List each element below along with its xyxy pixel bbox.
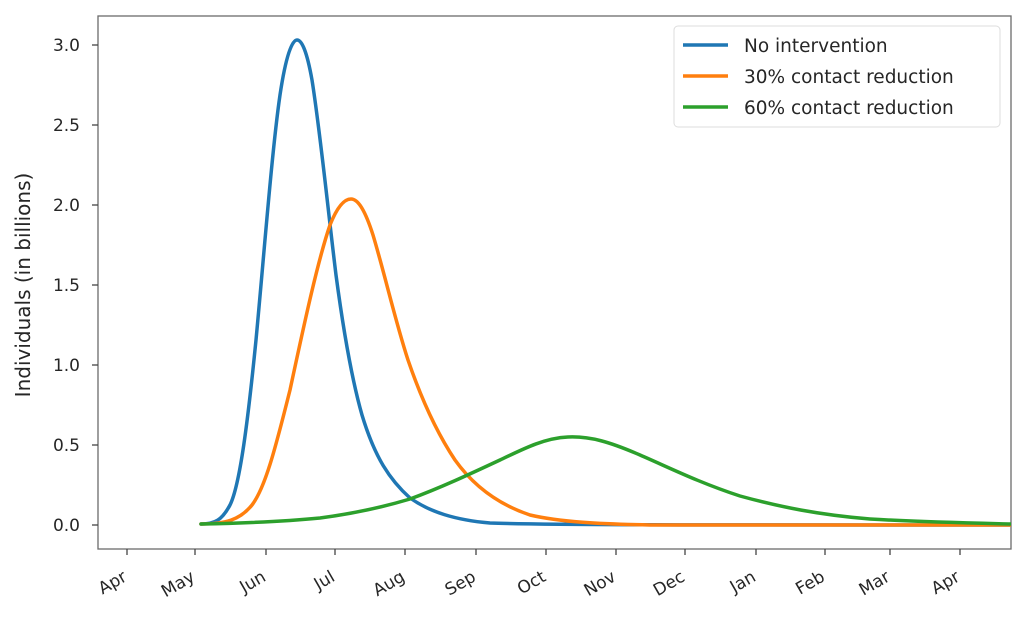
legend-item-30pct: 30% contact reduction bbox=[683, 67, 954, 88]
series-line-no-intervention bbox=[199, 38, 1011, 527]
series-line-30pct bbox=[199, 197, 1011, 527]
y-tick-label: 2.5 bbox=[53, 116, 80, 136]
y-tick-label: 3.0 bbox=[53, 36, 80, 56]
legend-item-no-intervention: No intervention bbox=[683, 36, 888, 57]
y-tick-label: 1.0 bbox=[53, 356, 80, 376]
x-tick-label: May bbox=[158, 567, 198, 602]
x-axis bbox=[126, 549, 961, 555]
x-tick-label: Dec bbox=[650, 567, 688, 601]
legend-label: No intervention bbox=[744, 36, 888, 57]
x-tick-label: Aug bbox=[370, 567, 409, 601]
x-tick-label: Nov bbox=[581, 567, 620, 601]
x-tick-label: Jun bbox=[236, 567, 270, 598]
legend-label: 30% contact reduction bbox=[744, 67, 954, 88]
y-tick-label: 0.0 bbox=[53, 516, 80, 536]
x-tick-label: Apr bbox=[928, 567, 963, 599]
y-tick-labels: 0.0 0.5 1.0 1.5 2.0 2.5 3.0 bbox=[53, 36, 80, 536]
x-tick-label: Sep bbox=[442, 567, 480, 600]
legend: No intervention 30% contact reduction 60… bbox=[673, 25, 1001, 128]
x-tick-label: Mar bbox=[856, 567, 894, 600]
x-tick-label: Jan bbox=[726, 567, 760, 598]
x-tick-label: Jul bbox=[310, 567, 339, 595]
y-tick-label: 2.0 bbox=[53, 196, 80, 216]
x-tick-labels: Apr May Jun Jul Aug Sep Oct Nov Dec Jan … bbox=[95, 567, 963, 602]
y-axis bbox=[92, 44, 98, 526]
y-tick-label: 0.5 bbox=[53, 436, 80, 456]
y-tick-label: 1.5 bbox=[53, 276, 80, 296]
x-tick-label: Apr bbox=[95, 567, 130, 599]
series-line-60pct bbox=[199, 435, 1011, 526]
x-tick-label: Feb bbox=[792, 567, 828, 599]
legend-item-60pct: 60% contact reduction bbox=[683, 98, 954, 119]
legend-label: 60% contact reduction bbox=[744, 98, 954, 119]
x-tick-label: Oct bbox=[514, 567, 550, 599]
y-axis-label: Individuals (in billions) bbox=[11, 173, 35, 398]
